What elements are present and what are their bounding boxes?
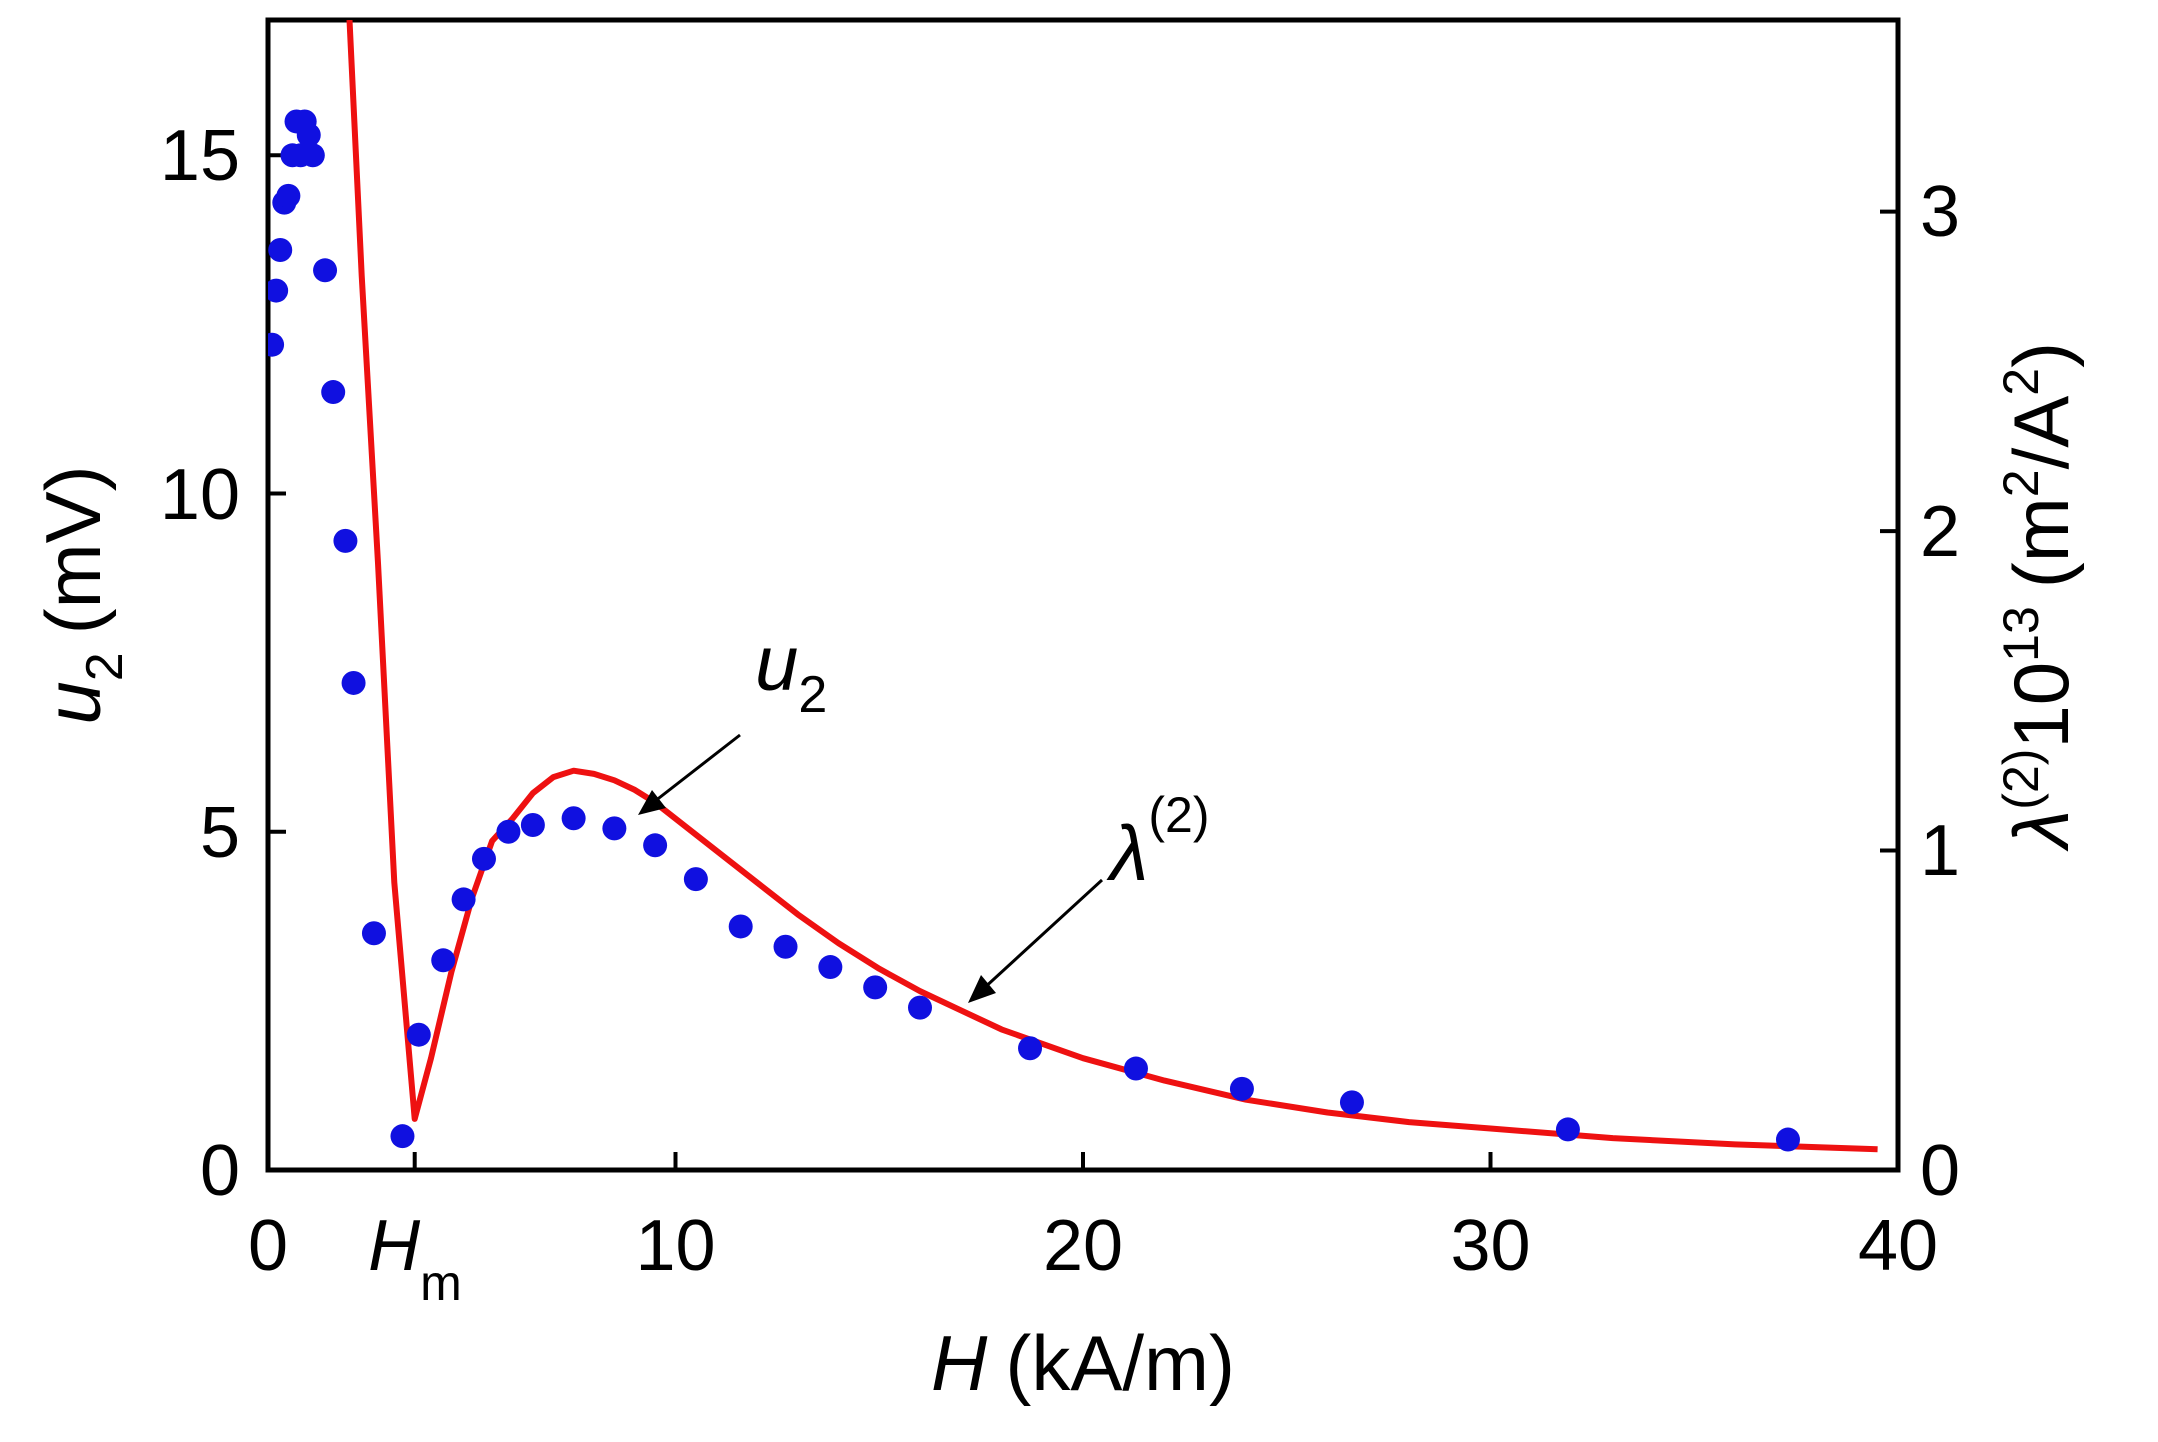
u2-data-point [268,332,285,357]
y-right-axis-title: λ(2)1013(m2/A2) [1993,342,2085,852]
y-left-tick-label: 5 [200,793,240,873]
u2-data-point [602,816,627,841]
x-tick-label: 30 [1450,1206,1530,1286]
u2-data-point [496,819,521,844]
u2-data-point [431,948,456,973]
x-axis-title: H (kA/m) [931,1319,1235,1407]
u2-data-point [300,143,325,168]
u2-data-point [1555,1117,1580,1142]
u2-data-point [390,1124,415,1149]
u2-data-point [296,123,321,147]
y-right-tick-labels: 0 1 2 3 [1920,172,1960,1211]
u2-series-layer [268,109,1800,1152]
x-tick-label: 0 [248,1206,288,1286]
u2-data-point [471,846,496,871]
y-right-tick-label: 2 [1920,492,1960,572]
u2-data-point [361,921,386,946]
u2-data-point [773,934,798,959]
u2-data-point [520,813,545,837]
x-tick-labels: 0 10 20 30 40 Hm [248,1206,1938,1311]
y-left-tick-labels: 0 5 10 15 [160,116,240,1211]
tick-marks [266,153,1900,1172]
u2-data-point [1339,1090,1364,1115]
y-right-tick-label: 0 [1920,1131,1960,1211]
lambda-series-layer [346,20,1878,1153]
u2-data-point [1775,1127,1800,1152]
y-left-tick-label: 15 [160,116,240,196]
u2-data-point [643,833,668,858]
plot-frame [265,17,1901,1173]
u2-data-point [268,238,293,262]
lambda-annotation-arrow [968,878,1104,1003]
u2-data-point [561,806,586,831]
u2-data-point [863,975,888,1000]
u2-annotation-arrow [638,733,741,815]
x-tick-label-hm: Hm [368,1206,462,1311]
lambda-annotation-label: λ(2) [1106,787,1210,897]
y-left-tick-label: 10 [160,455,240,535]
u2-data-point [818,955,843,980]
y-right-tick-label: 3 [1920,172,1960,252]
u2-data-point [341,670,366,695]
u2-data-point [1123,1056,1148,1081]
x-tick-label: 40 [1858,1206,1938,1286]
u2-data-point [268,278,289,303]
u2-data-point [333,528,358,553]
y-right-tick-label: 1 [1920,811,1960,891]
u2-data-point [728,914,753,939]
u2-data-point [313,258,338,283]
y-left-tick-label: 0 [200,1131,240,1211]
y-left-axis-title: u2(mV) [29,465,134,724]
lambda-series-line [346,20,1878,1153]
u2-data-point [276,183,301,208]
u2-annotation-label: u2 [755,619,827,724]
x-tick-label: 10 [635,1206,715,1286]
u2-data-point [321,380,346,405]
u2-data-point [406,1022,431,1047]
u2-data-point [1229,1076,1254,1101]
u2-data-point [1018,1036,1043,1061]
u2-data-point [683,867,708,892]
u2-data-point [451,887,476,912]
x-tick-label: 20 [1043,1206,1123,1286]
u2-data-point [908,995,932,1020]
